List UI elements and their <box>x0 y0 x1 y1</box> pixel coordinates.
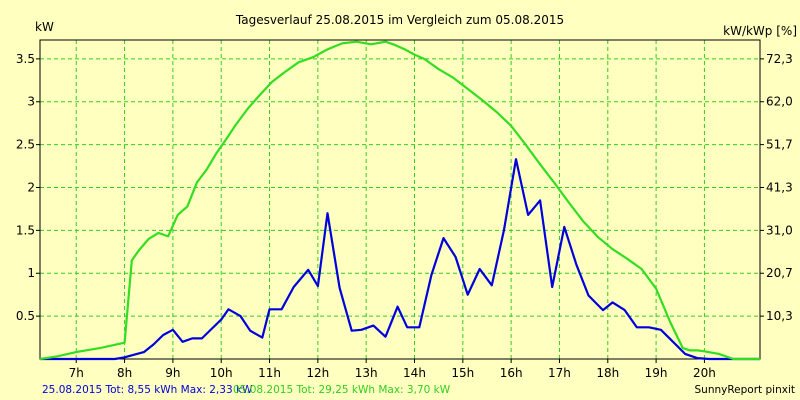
x-tick-label-9: 16h <box>500 366 523 380</box>
x-tick-label-0: 7h <box>69 366 84 380</box>
y2-tick-label-6: 72,3 <box>766 52 793 66</box>
series-line-2 <box>39 40 760 361</box>
chart-title: Tagesverlauf 25.08.2015 im Vergleich zum… <box>235 13 564 27</box>
y-tick-label-3: 2 <box>27 180 35 194</box>
y-axis-label: kW <box>35 20 54 34</box>
y2-axis-label: kW/kWp [%] <box>723 24 797 38</box>
y-tick-label-0: 0.5 <box>16 309 35 323</box>
credit-text: SunnyReport pinxit <box>695 384 795 396</box>
y-tick-label-4: 2.5 <box>16 138 35 152</box>
y2-tick-label-2: 31,0 <box>766 223 793 237</box>
x-tick-label-1: 8h <box>117 366 132 380</box>
series-lines <box>39 40 760 361</box>
x-tick-label-2: 9h <box>165 366 180 380</box>
y-tick-label-1: 1 <box>27 266 35 280</box>
legend-series-1: 25.08.2015 Tot: 8,55 kWh Max: 2,33 kW <box>42 384 253 396</box>
grid <box>40 40 760 359</box>
y2-tick-label-0: 10,3 <box>766 309 793 323</box>
x-tick-label-13: 20h <box>693 366 716 380</box>
y-tick-label-5: 3 <box>27 95 35 109</box>
plot-frame <box>39 39 761 360</box>
x-tick-label-10: 17h <box>548 366 571 380</box>
x-tick-label-8: 15h <box>451 366 474 380</box>
y2-tick-label-1: 20,7 <box>766 266 793 280</box>
x-tick-label-5: 12h <box>306 366 329 380</box>
y2-axis-ticks: 10,3 20,7 31,0 41,3 51,7 62,0 72,3 <box>760 52 793 323</box>
x-tick-label-11: 18h <box>596 366 619 380</box>
x-tick-label-12: 19h <box>645 366 668 380</box>
x-tick-label-6: 13h <box>355 366 378 380</box>
y-tick-label-2: 1.5 <box>16 223 35 237</box>
x-tick-label-7: 14h <box>403 366 426 380</box>
x-axis-ticks: 7h 8h 9h 10h 11h 12h 13h 14h 15h 16h 17h 18h 19h 20h <box>69 359 716 380</box>
series-line-1 <box>40 158 760 361</box>
y2-tick-label-3: 41,3 <box>766 180 793 194</box>
y-tick-label-6: 3.5 <box>16 52 35 66</box>
y2-tick-label-4: 51,7 <box>766 138 793 152</box>
y-axis-ticks: 0.5 1 1.5 2 2.5 3 3.5 <box>16 52 40 323</box>
x-tick-label-3: 10h <box>210 366 233 380</box>
y2-tick-label-5: 62,0 <box>766 95 793 109</box>
x-tick-label-4: 11h <box>258 366 281 380</box>
legend-series-2: 05.08.2015 Tot: 29,25 kWh Max: 3,70 kW <box>233 384 451 396</box>
